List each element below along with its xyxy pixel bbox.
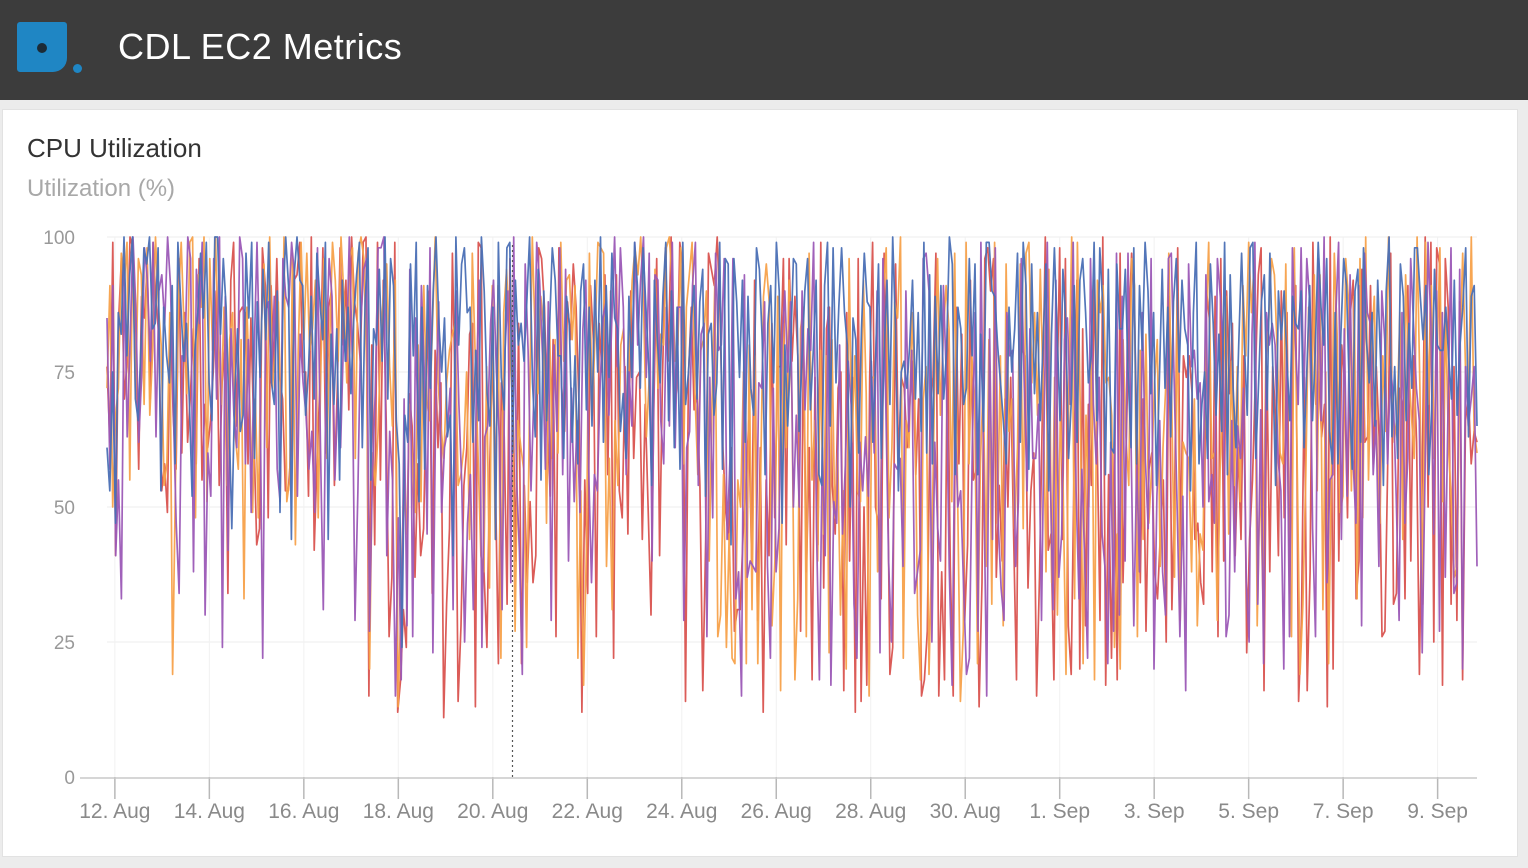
x-tick-label: 24. Aug (646, 800, 717, 823)
x-tick-label: 14. Aug (174, 800, 245, 823)
chart-y-axis-label: Utilization (%) (27, 175, 176, 202)
y-tick-label: 100 (43, 228, 75, 249)
series-line-4[interactable] (106, 236, 1478, 649)
x-tick-label: 1. Sep (1029, 800, 1090, 823)
y-tick-label: 75 (54, 363, 75, 384)
logo-tail-dot (73, 64, 82, 73)
x-axis (80, 777, 1477, 799)
x-axis-ticks: 12. Aug 14. Aug 16. Aug 18. Aug 20. Aug 22. A… (79, 800, 1468, 823)
x-tick-label: 22. Aug (552, 800, 623, 823)
x-tick-label: 9. Sep (1407, 800, 1468, 823)
x-tick-label: 20. Aug (457, 800, 528, 823)
y-tick-label: 0 (64, 768, 75, 789)
x-tick-label: 16. Aug (268, 800, 339, 823)
y-tick-label: 50 (54, 498, 75, 519)
x-tick-label: 3. Sep (1124, 800, 1185, 823)
app-logo-icon[interactable] (17, 22, 82, 73)
y-tick-label: 25 (54, 633, 75, 654)
logo-dot (37, 43, 47, 53)
app-header: CDL EC2 Metrics (0, 0, 1528, 100)
cpu-utilization-line-chart[interactable]: 0 25 50 75 100 12. Aug 14. Aug 16. Aug 18. Aug 2… (0, 210, 1528, 850)
x-tick-label: 12. Aug (79, 800, 150, 823)
x-tick-label: 5. Sep (1218, 800, 1279, 823)
y-axis-ticks: 0 25 50 75 100 (43, 228, 75, 789)
chart-title: CPU Utilization (27, 133, 202, 163)
app-title: CDL EC2 Metrics (118, 26, 403, 67)
series-line-3[interactable] (106, 236, 1478, 697)
x-tick-label: 26. Aug (741, 800, 812, 823)
x-tick-label: 30. Aug (930, 800, 1001, 823)
x-tick-label: 7. Sep (1313, 800, 1374, 823)
x-tick-label: 18. Aug (363, 800, 434, 823)
x-tick-label: 28. Aug (835, 800, 906, 823)
series-lines[interactable] (106, 236, 1478, 719)
